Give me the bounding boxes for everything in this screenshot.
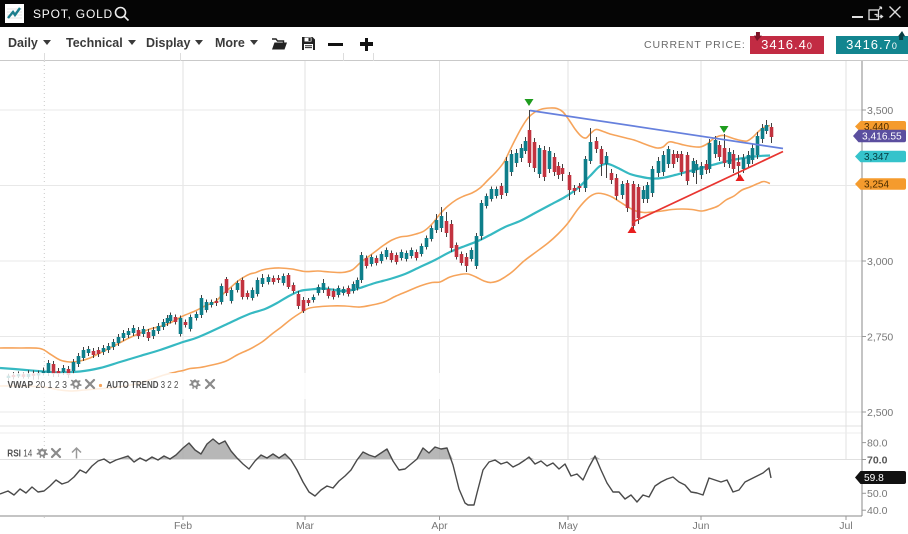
svg-text:3,440: 3,440 — [864, 122, 889, 133]
svg-text:RSI 14: RSI 14 — [7, 448, 32, 460]
svg-text:3,347: 3,347 — [864, 152, 889, 163]
svg-text:80.0: 80.0 — [867, 437, 888, 449]
svg-text:Jul: Jul — [839, 520, 852, 532]
svg-text:AUTO TREND 3 2 2: AUTO TREND 3 2 2 — [106, 379, 178, 391]
svg-text:59.8: 59.8 — [864, 473, 884, 484]
svg-text:3,254: 3,254 — [864, 180, 889, 191]
svg-text:40.0: 40.0 — [867, 505, 888, 517]
svg-text:Jun: Jun — [693, 520, 710, 532]
svg-text:3,416.55: 3,416.55 — [862, 132, 902, 143]
svg-text:50.0: 50.0 — [867, 488, 888, 500]
svg-text:2,500: 2,500 — [867, 407, 893, 419]
svg-text:2,750: 2,750 — [867, 331, 893, 343]
svg-text:3,000: 3,000 — [867, 256, 893, 268]
svg-text:70.0: 70.0 — [867, 454, 888, 466]
svg-text:3,500: 3,500 — [867, 105, 893, 117]
svg-text:Mar: Mar — [296, 520, 315, 532]
svg-text:May: May — [558, 520, 579, 532]
svg-text:VWAP 20 1 2 3: VWAP 20 1 2 3 — [8, 379, 68, 391]
svg-text:Feb: Feb — [174, 520, 192, 532]
svg-text:Apr: Apr — [431, 520, 448, 532]
